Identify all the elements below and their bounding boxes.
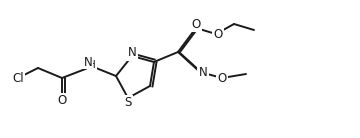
Text: N: N: [199, 67, 207, 79]
Text: H: H: [88, 60, 96, 70]
Text: N: N: [84, 55, 93, 68]
Text: O: O: [217, 71, 227, 84]
Text: Cl: Cl: [12, 71, 24, 84]
Text: S: S: [124, 96, 132, 109]
Text: N: N: [128, 47, 136, 59]
Text: O: O: [213, 27, 222, 40]
Text: O: O: [57, 95, 67, 108]
Text: O: O: [192, 18, 201, 30]
